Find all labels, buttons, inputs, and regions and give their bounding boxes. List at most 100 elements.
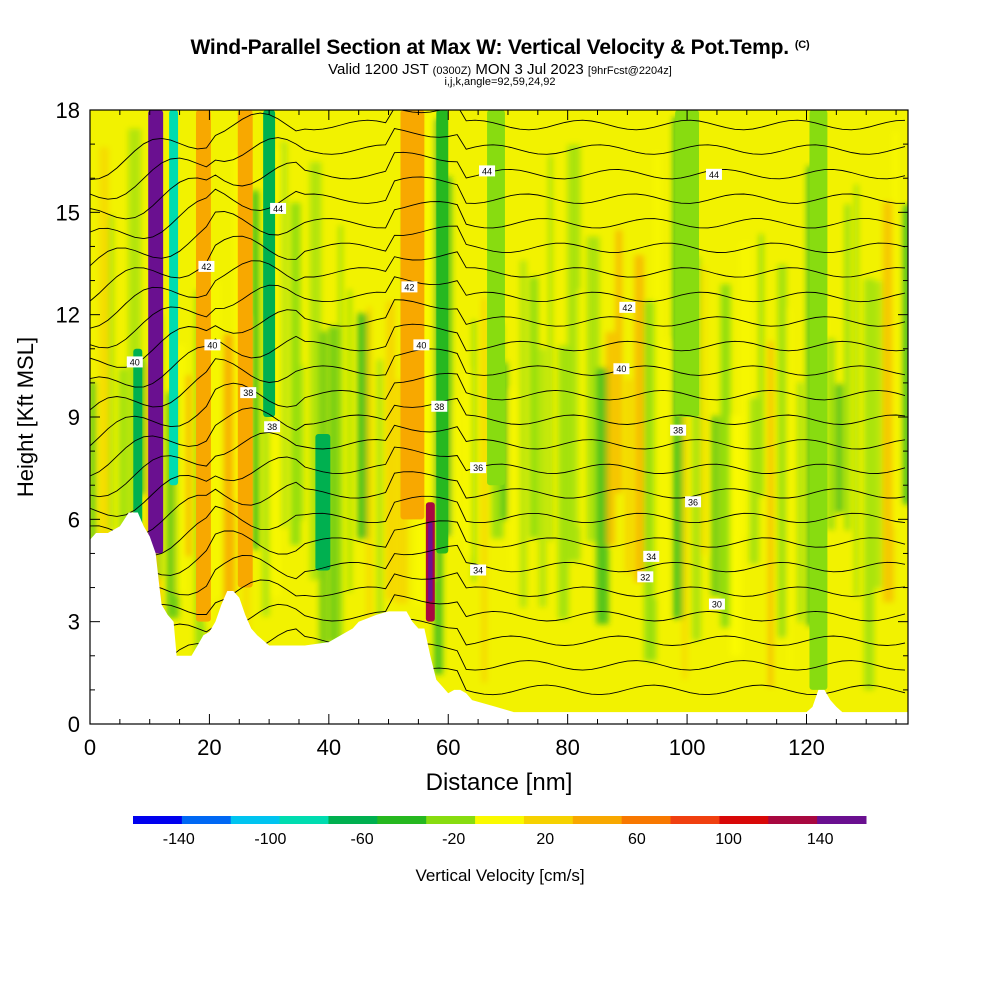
x-tick-label: 40 xyxy=(317,735,341,760)
contour-label-text: 36 xyxy=(688,497,698,507)
chart-title-text: Wind-Parallel Section at Max W: Vertical… xyxy=(190,36,790,59)
contour-label: 34 xyxy=(470,564,487,576)
field-streak xyxy=(347,289,352,593)
contour-label: 44 xyxy=(270,202,287,214)
chart-indices: i,j,k,angle=92,59,24,92 xyxy=(444,76,556,88)
contour-label-text: 38 xyxy=(673,426,683,436)
field-streak xyxy=(682,274,688,680)
theta-contour-line xyxy=(90,251,906,329)
field-streak xyxy=(720,284,731,628)
field-streak xyxy=(663,340,670,620)
contour-label-bg xyxy=(413,339,430,351)
x-axis-label: Distance [nm] xyxy=(426,769,573,796)
contour-label-bg xyxy=(643,550,660,562)
field-streak xyxy=(902,204,908,505)
contour-label-bg xyxy=(619,301,636,313)
field-streak xyxy=(825,338,836,530)
velocity-feature xyxy=(436,110,449,554)
contour-label-text: 36 xyxy=(473,463,483,473)
field-streak xyxy=(882,201,894,603)
velocity-feature xyxy=(195,110,211,622)
contour-label: 42 xyxy=(619,301,636,313)
contour-label: 32 xyxy=(637,571,654,583)
theta-contour-line xyxy=(90,299,906,368)
x-tick-label: 20 xyxy=(197,735,221,760)
field-streak xyxy=(624,378,633,574)
theta-contour-line xyxy=(90,544,906,624)
contour-label-bg xyxy=(637,571,654,583)
x-tick-label: 0 xyxy=(84,735,96,760)
colorbar-tick-label: 140 xyxy=(807,831,834,848)
contour-label-text: 42 xyxy=(201,262,211,272)
contour-label: 42 xyxy=(198,260,215,272)
chart-subtitle: Valid 1200 JST (0300Z) MON 3 Jul 2023 [9… xyxy=(0,61,1000,78)
field-streak xyxy=(271,149,281,597)
contour-label-bg xyxy=(685,496,702,508)
contour-label: 30 xyxy=(708,598,725,610)
field-streak xyxy=(309,161,322,580)
velocity-feature xyxy=(675,110,700,417)
contour-label-bg xyxy=(613,363,630,375)
field-streak xyxy=(567,144,581,562)
colorbar-swatch xyxy=(426,816,476,824)
colorbar-swatch xyxy=(621,816,672,824)
contour-label: 36 xyxy=(685,496,702,508)
y-axis-label: Height [Kft MSL] xyxy=(13,337,38,497)
contour-label-bg xyxy=(270,202,287,214)
field-streak xyxy=(99,147,109,674)
field-streak xyxy=(730,416,742,656)
y-tick-label: 18 xyxy=(56,98,80,123)
chart-title: Wind-Parallel Section at Max W: Vertical… xyxy=(0,36,1000,60)
y-tick-label: 3 xyxy=(68,610,80,635)
y-tick-label: 15 xyxy=(56,200,80,225)
field-streak xyxy=(777,264,787,638)
theta-contour-line xyxy=(90,151,906,220)
field-streak xyxy=(539,348,547,608)
field-streak xyxy=(367,306,372,636)
contour-label-text: 34 xyxy=(473,566,483,576)
theta-contour-line xyxy=(90,520,906,591)
field-streak xyxy=(185,375,192,557)
contour-label: 34 xyxy=(643,550,660,562)
contour-label-bg xyxy=(240,387,257,399)
field-streak xyxy=(290,202,301,546)
field-streak xyxy=(596,368,609,625)
contour-label-bg xyxy=(401,281,418,293)
contour-label: 40 xyxy=(126,356,143,368)
colorbar-tick-label: 20 xyxy=(536,831,554,848)
y-tick-label: 9 xyxy=(68,405,80,430)
theta-contour-line xyxy=(90,323,906,388)
forecast-info-label: [9hrFcst@2204z] xyxy=(587,65,672,77)
field-streak xyxy=(615,229,623,494)
colorbar-swatch xyxy=(230,816,281,824)
field-streak xyxy=(892,131,899,527)
velocity-feature xyxy=(237,110,253,588)
colorbar-label: Vertical Velocity [cm/s] xyxy=(415,866,584,885)
contour-label: 42 xyxy=(401,281,418,293)
contour-label-bg xyxy=(431,400,448,412)
contour-label-bg xyxy=(204,339,221,351)
contour-label: 36 xyxy=(470,462,487,474)
velocity-feature xyxy=(169,110,179,486)
velocity-core xyxy=(428,522,433,602)
contour-label-bg xyxy=(198,260,215,272)
theta-contour-line xyxy=(90,276,906,349)
colorbar-swatch xyxy=(279,816,329,824)
field-streak xyxy=(109,215,114,530)
colorbar-swatch xyxy=(133,816,183,824)
valid-time-label: Valid 1200 JST xyxy=(328,61,429,78)
contour-label-bg xyxy=(470,462,487,474)
contour-label: 40 xyxy=(613,363,630,375)
contour-label-text: 38 xyxy=(267,422,277,432)
colorbar-swatch xyxy=(670,816,720,824)
contour-label-text: 40 xyxy=(130,357,140,367)
contour-label: 38 xyxy=(431,400,448,412)
contour-label-bg xyxy=(708,598,725,610)
contour-labels: 40 44 42 40 38 38 44 42 40 38 36 34 44 42 40 38 36 34 32 30 xyxy=(126,165,725,610)
theta-contour-line xyxy=(90,225,906,302)
contour-label: 40 xyxy=(204,339,221,351)
x-tick-label: 60 xyxy=(436,735,460,760)
velocity-core xyxy=(151,130,160,534)
field-streak xyxy=(863,278,875,690)
